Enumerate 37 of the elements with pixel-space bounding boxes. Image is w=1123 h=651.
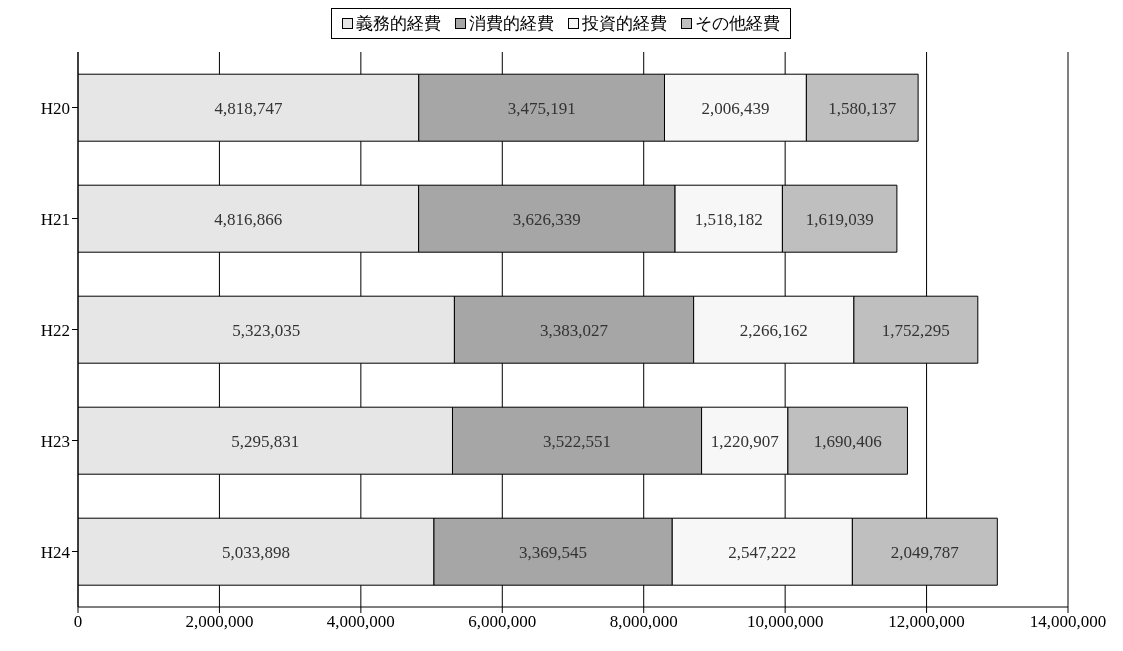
data-label: 1,220,907: [710, 431, 780, 451]
x-tick-label: 4,000,000: [326, 612, 395, 632]
data-label: 5,033,898: [221, 542, 290, 562]
data-label: 1,619,039: [805, 209, 874, 229]
y-tick-label: H23: [40, 431, 70, 451]
y-tick-label: H20: [40, 98, 70, 118]
x-tick-label: 12,000,000: [888, 612, 965, 632]
data-label: 3,475,191: [507, 98, 576, 118]
x-tick-label: 0: [73, 612, 83, 632]
x-tick-label: 8,000,000: [609, 612, 678, 632]
data-label: 2,547,222: [728, 542, 797, 562]
x-tick-label: 14,000,000: [1029, 612, 1107, 632]
data-label: 4,818,747: [214, 98, 283, 118]
data-label: 4,816,866: [214, 209, 283, 229]
data-label: 2,266,162: [739, 320, 808, 340]
legend-label: 投資的経費: [580, 13, 667, 35]
y-tick-label: H24: [40, 542, 71, 562]
data-label: 3,626,339: [512, 209, 581, 229]
x-tick-label: 2,000,000: [185, 612, 254, 632]
legend-label: 消費的経費: [467, 13, 554, 35]
y-tick-label: H21: [40, 209, 70, 229]
data-label: 3,522,551: [543, 431, 612, 451]
data-label: 1,580,137: [828, 98, 897, 118]
data-label: 3,369,545: [519, 542, 588, 562]
legend-label: その他経費: [693, 13, 780, 35]
data-label: 3,383,027: [540, 320, 609, 340]
y-tick-label: H22: [40, 320, 70, 340]
data-label: 2,049,787: [890, 542, 960, 562]
data-label: 2,006,439: [701, 98, 770, 118]
data-label: 5,295,831: [231, 431, 300, 451]
x-tick-label: 6,000,000: [468, 612, 537, 632]
data-label: 1,752,295: [881, 320, 950, 340]
x-tick-label: 10,000,000: [746, 612, 824, 632]
data-label: 1,690,406: [813, 431, 882, 451]
data-label: 1,518,182: [694, 209, 763, 229]
data-label: 5,323,035: [232, 320, 301, 340]
legend-label: 義務的経費: [354, 13, 441, 35]
